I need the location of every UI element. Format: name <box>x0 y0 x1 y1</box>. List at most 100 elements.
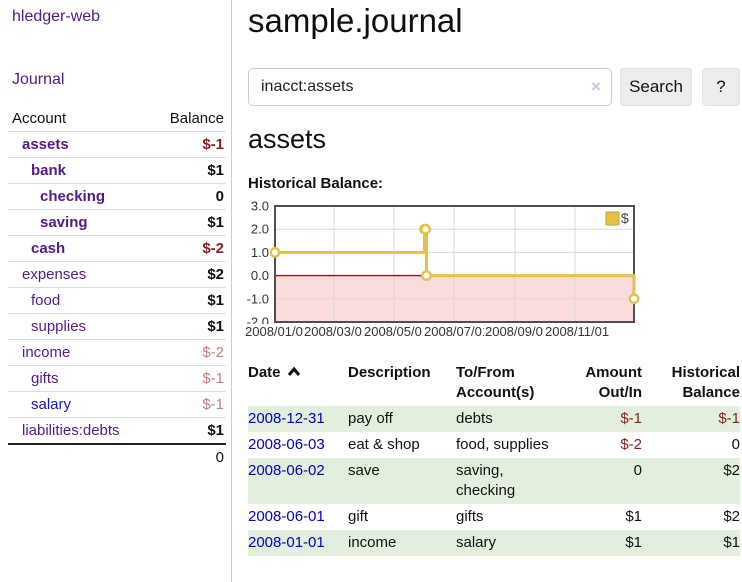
transaction-date-cell: 2008-06-01 <box>248 504 348 530</box>
transaction-date-link[interactable]: 2008-12-31 <box>248 410 325 427</box>
transaction-amount-cell: $-1 <box>620 410 642 427</box>
account-link[interactable]: liabilities:debts <box>22 422 120 439</box>
transaction-description-cell: income <box>348 534 397 551</box>
app-title-link[interactable]: hledger-web <box>12 8 101 25</box>
transaction-date-link[interactable]: 2008-06-01 <box>248 508 325 525</box>
account-row: saving $1 <box>8 209 226 236</box>
transaction-accounts-cell: gifts <box>456 508 484 525</box>
legend-label: $ <box>621 210 629 226</box>
account-link[interactable]: food <box>31 292 61 309</box>
transaction-row[interactable]: 2008-06-02 save saving, checking 0 $2 <box>248 458 740 504</box>
account-row: cash $-2 <box>8 235 226 262</box>
transaction-row[interactable]: 2008-06-03 eat & shop food, supplies $-2 0 <box>248 432 740 458</box>
y-axis-tick-label: 2.0 <box>251 222 269 237</box>
account-name-cell: supplies <box>8 313 151 340</box>
account-link[interactable]: expenses <box>22 266 87 283</box>
account-row: bank $1 <box>8 157 226 184</box>
transaction-description-cell: gift <box>348 508 369 525</box>
account-link[interactable]: gifts <box>31 370 59 387</box>
search-bar: × Search ? <box>247 68 742 106</box>
accounts-total-spacer <box>8 443 151 470</box>
account-row: liabilities:debts $1 <box>8 417 226 444</box>
account-balance: $1 <box>150 287 226 314</box>
transaction-date-cell: 2008-01-01 <box>248 530 348 556</box>
account-balance: $-1 <box>150 131 226 158</box>
chart-canvas: 3.02.01.00.0-1.0-2.0$ <box>247 199 640 328</box>
transaction-date-link[interactable]: 2008-01-01 <box>248 534 325 551</box>
account-link[interactable]: checking <box>40 188 106 205</box>
account-name-cell: income <box>8 339 151 366</box>
account-name-cell: checking <box>8 183 151 210</box>
account-link[interactable]: saving <box>40 214 88 231</box>
account-link[interactable]: bank <box>31 162 67 179</box>
transaction-balance-cell: $2 <box>723 508 740 525</box>
account-heading: assets <box>248 124 327 154</box>
transaction-row[interactable]: 2008-01-01 income salary $1 $1 <box>248 530 740 556</box>
account-balance: $-1 <box>150 391 226 418</box>
account-name-cell: food <box>8 287 151 314</box>
sidebar-item-journal[interactable]: Journal <box>12 71 65 88</box>
clear-search-icon[interactable]: × <box>591 77 601 96</box>
transaction-amount-cell: $1 <box>625 508 642 525</box>
chart-title: Historical Balance: <box>248 175 384 192</box>
accounts-table-header: Account Balance <box>8 106 226 132</box>
plot-border <box>274 205 635 323</box>
sidebar: hledger-web Journal Account Balance asse… <box>0 0 232 582</box>
account-link[interactable]: cash <box>31 240 66 257</box>
transactions-header-row: Date Description To/From Account(s) Amou… <box>248 360 740 406</box>
y-axis-tick-label: 3.0 <box>251 199 269 214</box>
transaction-date-link[interactable]: 2008-06-03 <box>248 436 325 453</box>
y-axis-tick-label: -1.0 <box>247 291 269 306</box>
transaction-date-link[interactable]: 2008-06-02 <box>248 462 325 479</box>
amount-column-header: Amount Out/In <box>585 364 642 401</box>
transaction-accounts-cell: debts <box>456 410 493 427</box>
transaction-description-cell: eat & shop <box>348 436 420 453</box>
transaction-amount-cell: $1 <box>625 534 642 551</box>
account-name-cell: assets <box>8 131 151 158</box>
account-row: supplies $1 <box>8 313 226 340</box>
transaction-row[interactable]: 2008-12-31 pay off debts $-1 $-1 <box>248 406 740 432</box>
transactions-table: Date Description To/From Account(s) Amou… <box>248 360 740 556</box>
account-link[interactable]: income <box>22 344 71 361</box>
account-balance: $1 <box>150 157 226 184</box>
data-point-marker <box>420 223 431 235</box>
date-column-header[interactable]: Date <box>248 360 348 406</box>
account-row: checking 0 <box>8 183 226 210</box>
account-link[interactable]: supplies <box>31 318 87 335</box>
account-name-cell: expenses <box>8 261 151 288</box>
account-balance: $1 <box>150 209 226 236</box>
account-name-cell: bank <box>8 157 151 184</box>
x-axis-tick-label: 2008/01/01 <box>244 324 312 339</box>
account-link[interactable]: assets <box>22 136 69 153</box>
transaction-accounts-cell: saving, checking <box>456 462 516 499</box>
help-button[interactable]: ? <box>702 68 740 106</box>
data-point-marker <box>421 270 432 282</box>
sort-ascending-icon <box>287 366 300 376</box>
account-row: expenses $2 <box>8 261 226 288</box>
account-balance: $-1 <box>150 365 226 392</box>
account-balance: $2 <box>150 261 226 288</box>
main-content: sample.journal × Search ? assets Histori… <box>244 0 742 582</box>
accounts-total-row: 0 <box>8 443 226 470</box>
account-row: food $1 <box>8 287 226 314</box>
x-axis-tick-label: 2008/11/01 <box>543 324 611 339</box>
account-balance: $-2 <box>150 339 226 366</box>
search-input[interactable] <box>248 68 612 106</box>
account-link[interactable]: salary <box>31 396 72 413</box>
transaction-date-cell: 2008-12-31 <box>248 406 348 432</box>
description-column-header: Description <box>348 364 431 381</box>
accounts-column-header: To/From Account(s) <box>456 364 535 401</box>
transaction-date-cell: 2008-06-02 <box>248 458 348 504</box>
transaction-description-cell: save <box>348 462 380 479</box>
transaction-row[interactable]: 2008-06-01 gift gifts $1 $2 <box>248 504 740 530</box>
transaction-accounts-cell: salary <box>456 534 497 551</box>
account-name-cell: cash <box>8 235 151 262</box>
y-axis-tick-label: 0.0 <box>251 268 269 283</box>
account-column-header: Account <box>12 110 67 127</box>
y-axis-tick-label: 1.0 <box>251 245 269 260</box>
search-button[interactable]: Search <box>620 68 692 106</box>
account-name-cell: saving <box>8 209 151 236</box>
transaction-balance-cell: 0 <box>731 436 740 453</box>
historical-balance-column-header: Historical Balance <box>671 364 740 401</box>
transaction-amount-cell: 0 <box>633 462 642 479</box>
